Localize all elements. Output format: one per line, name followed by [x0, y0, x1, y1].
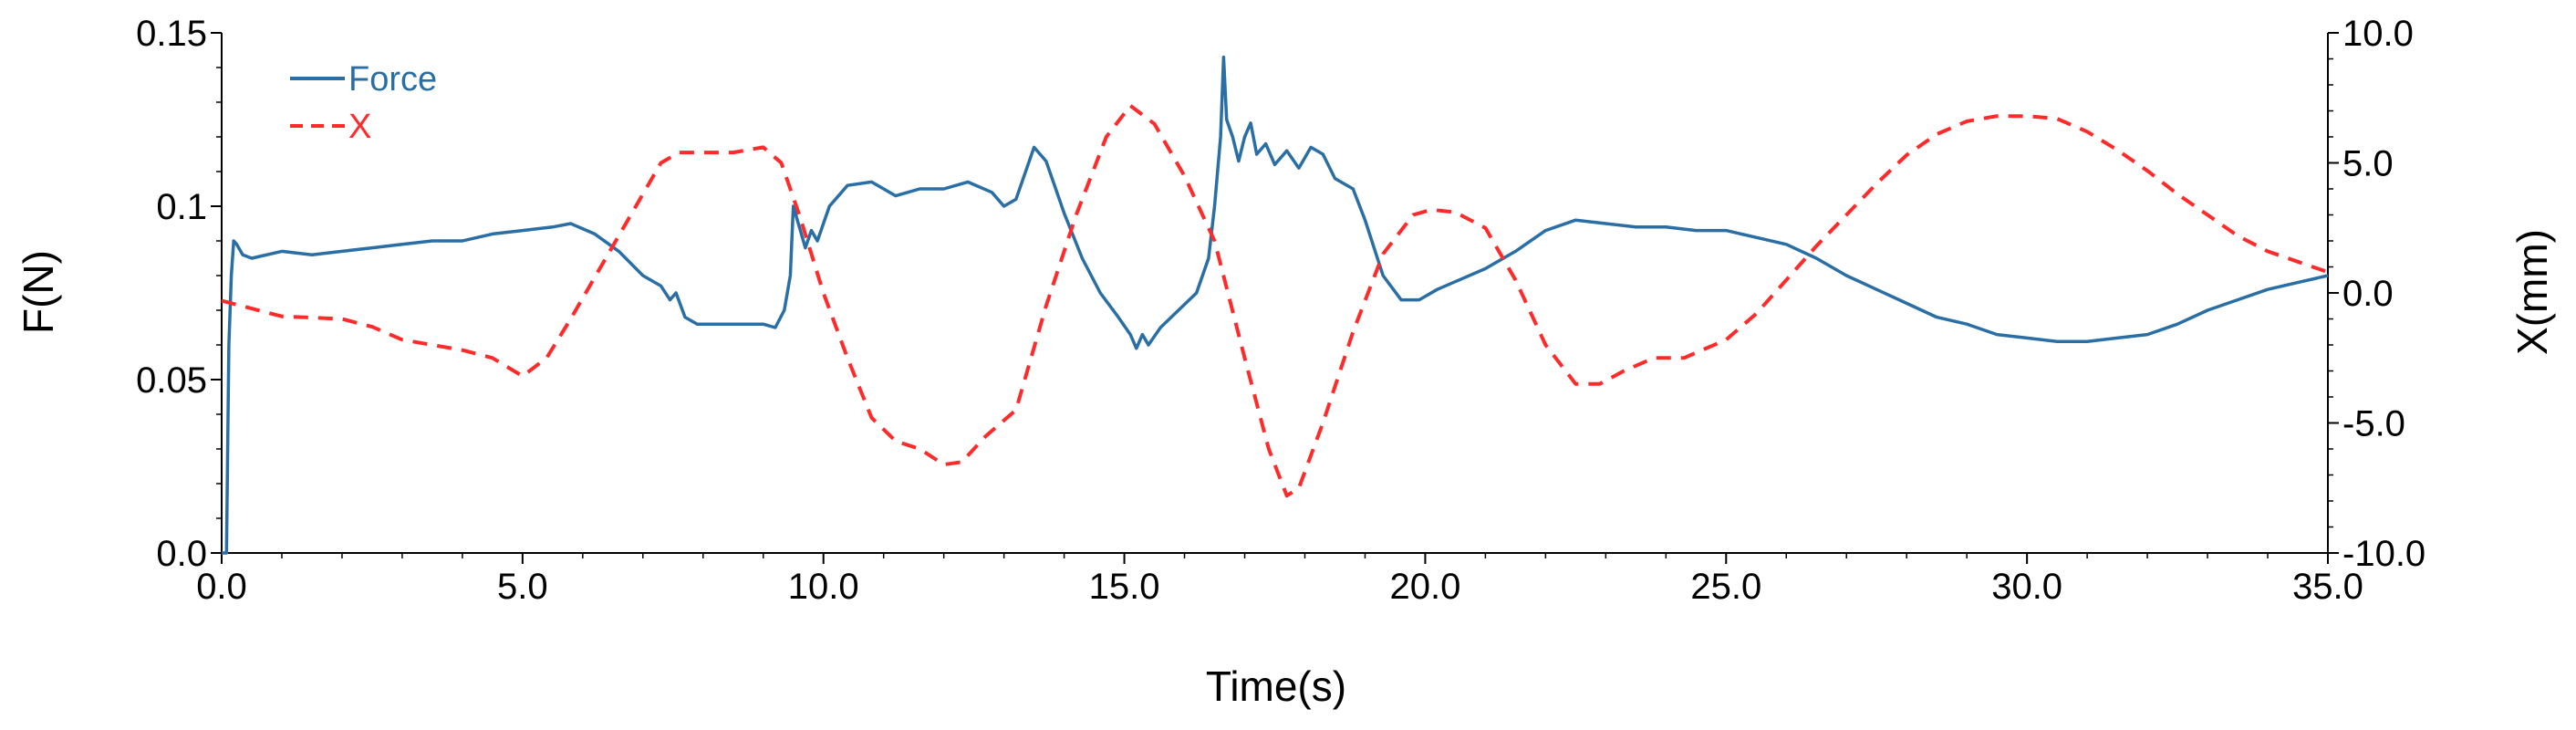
x-tick-label: 5.0 [497, 567, 548, 607]
series-line-x [221, 103, 2329, 498]
series-layer [221, 55, 2329, 555]
legend-force-label: Force [348, 60, 437, 99]
plot-frame [221, 33, 2329, 554]
y-left-tick-label: 0.1 [156, 187, 207, 227]
y-left-tick-label: 0.05 [136, 360, 207, 401]
legend-x-label: X [348, 108, 371, 146]
series-line-force [222, 55, 2329, 555]
y-axis-left: 0.0 0.05 0.1 0.15 [136, 14, 222, 574]
y-right-tick-label: 0.0 [2342, 274, 2394, 314]
y-axis-right-title: X(mm) [2508, 229, 2556, 355]
y-right-tick-label: -10.0 [2342, 534, 2425, 574]
x-axis: 0.0 5.0 10.0 15.0 20.0 25.0 30.0 35.0 [196, 553, 2363, 607]
y-left-tick-label: 0.0 [156, 534, 207, 574]
x-tick-label: 15.0 [1089, 567, 1160, 607]
y-axis-left-title: F(N) [15, 250, 62, 334]
y-axis-right: -10.0 -5.0 0.0 5.0 10.0 [2328, 14, 2425, 574]
x-tick-label: 35.0 [2292, 567, 2363, 607]
x-tick-label: 10.0 [788, 567, 859, 607]
x-tick-label: 0.0 [196, 567, 247, 607]
legend: Force X [290, 60, 437, 146]
y-left-tick-label: 0.15 [136, 14, 207, 54]
y-right-tick-label: -5.0 [2342, 404, 2405, 444]
y-right-tick-label: 5.0 [2342, 144, 2394, 184]
x-tick-label: 25.0 [1690, 567, 1761, 607]
y-right-tick-label: 10.0 [2342, 14, 2414, 54]
x-tick-label: 20.0 [1389, 567, 1460, 607]
x-tick-label: 30.0 [1991, 567, 2062, 607]
x-axis-title: Time(s) [1206, 662, 1346, 710]
